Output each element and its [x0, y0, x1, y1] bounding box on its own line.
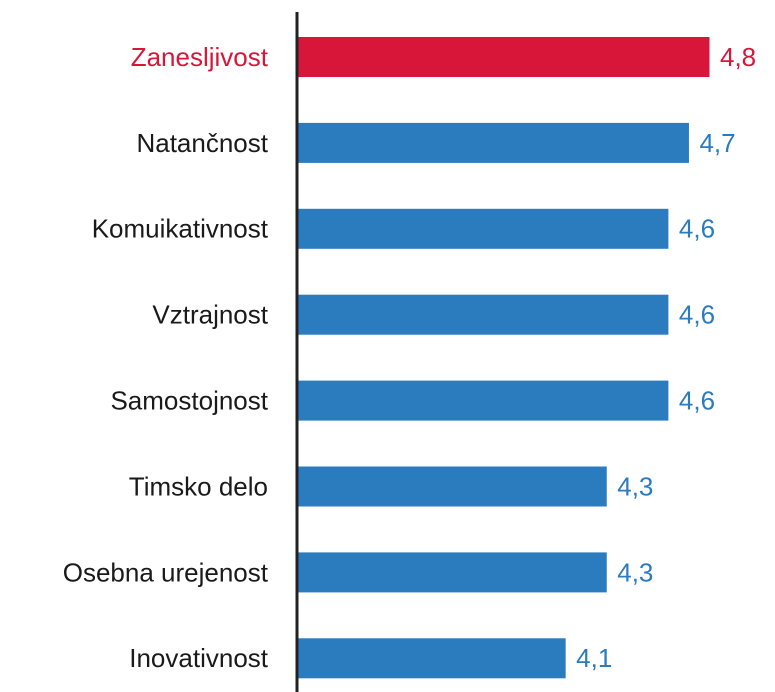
category-label: Komuikativnost: [92, 214, 269, 244]
value-label: 4,6: [679, 214, 715, 244]
bar: [298, 37, 710, 77]
value-label: 4,6: [679, 385, 715, 415]
bar: [298, 466, 607, 507]
bar: [298, 208, 669, 249]
bar: [298, 294, 669, 335]
bar: [298, 552, 607, 593]
value-label: 4,7: [699, 128, 735, 158]
bar: [298, 380, 669, 421]
category-label: Inovativnost: [129, 643, 269, 673]
category-label: Samostojnost: [110, 385, 268, 415]
category-label: Zanesljivost: [131, 42, 269, 72]
bar: [298, 122, 689, 163]
category-label: Vztrajnost: [152, 300, 268, 330]
value-label: 4,6: [679, 300, 715, 330]
category-label: Natančnost: [136, 128, 268, 158]
value-label: 4,3: [617, 471, 653, 501]
value-label: 4,1: [576, 643, 612, 673]
category-label: Osebna urejenost: [63, 557, 269, 587]
value-label: 4,8: [720, 42, 756, 72]
value-label: 4,3: [617, 557, 653, 587]
bar: [298, 638, 566, 679]
category-label: Timsko delo: [129, 471, 268, 501]
